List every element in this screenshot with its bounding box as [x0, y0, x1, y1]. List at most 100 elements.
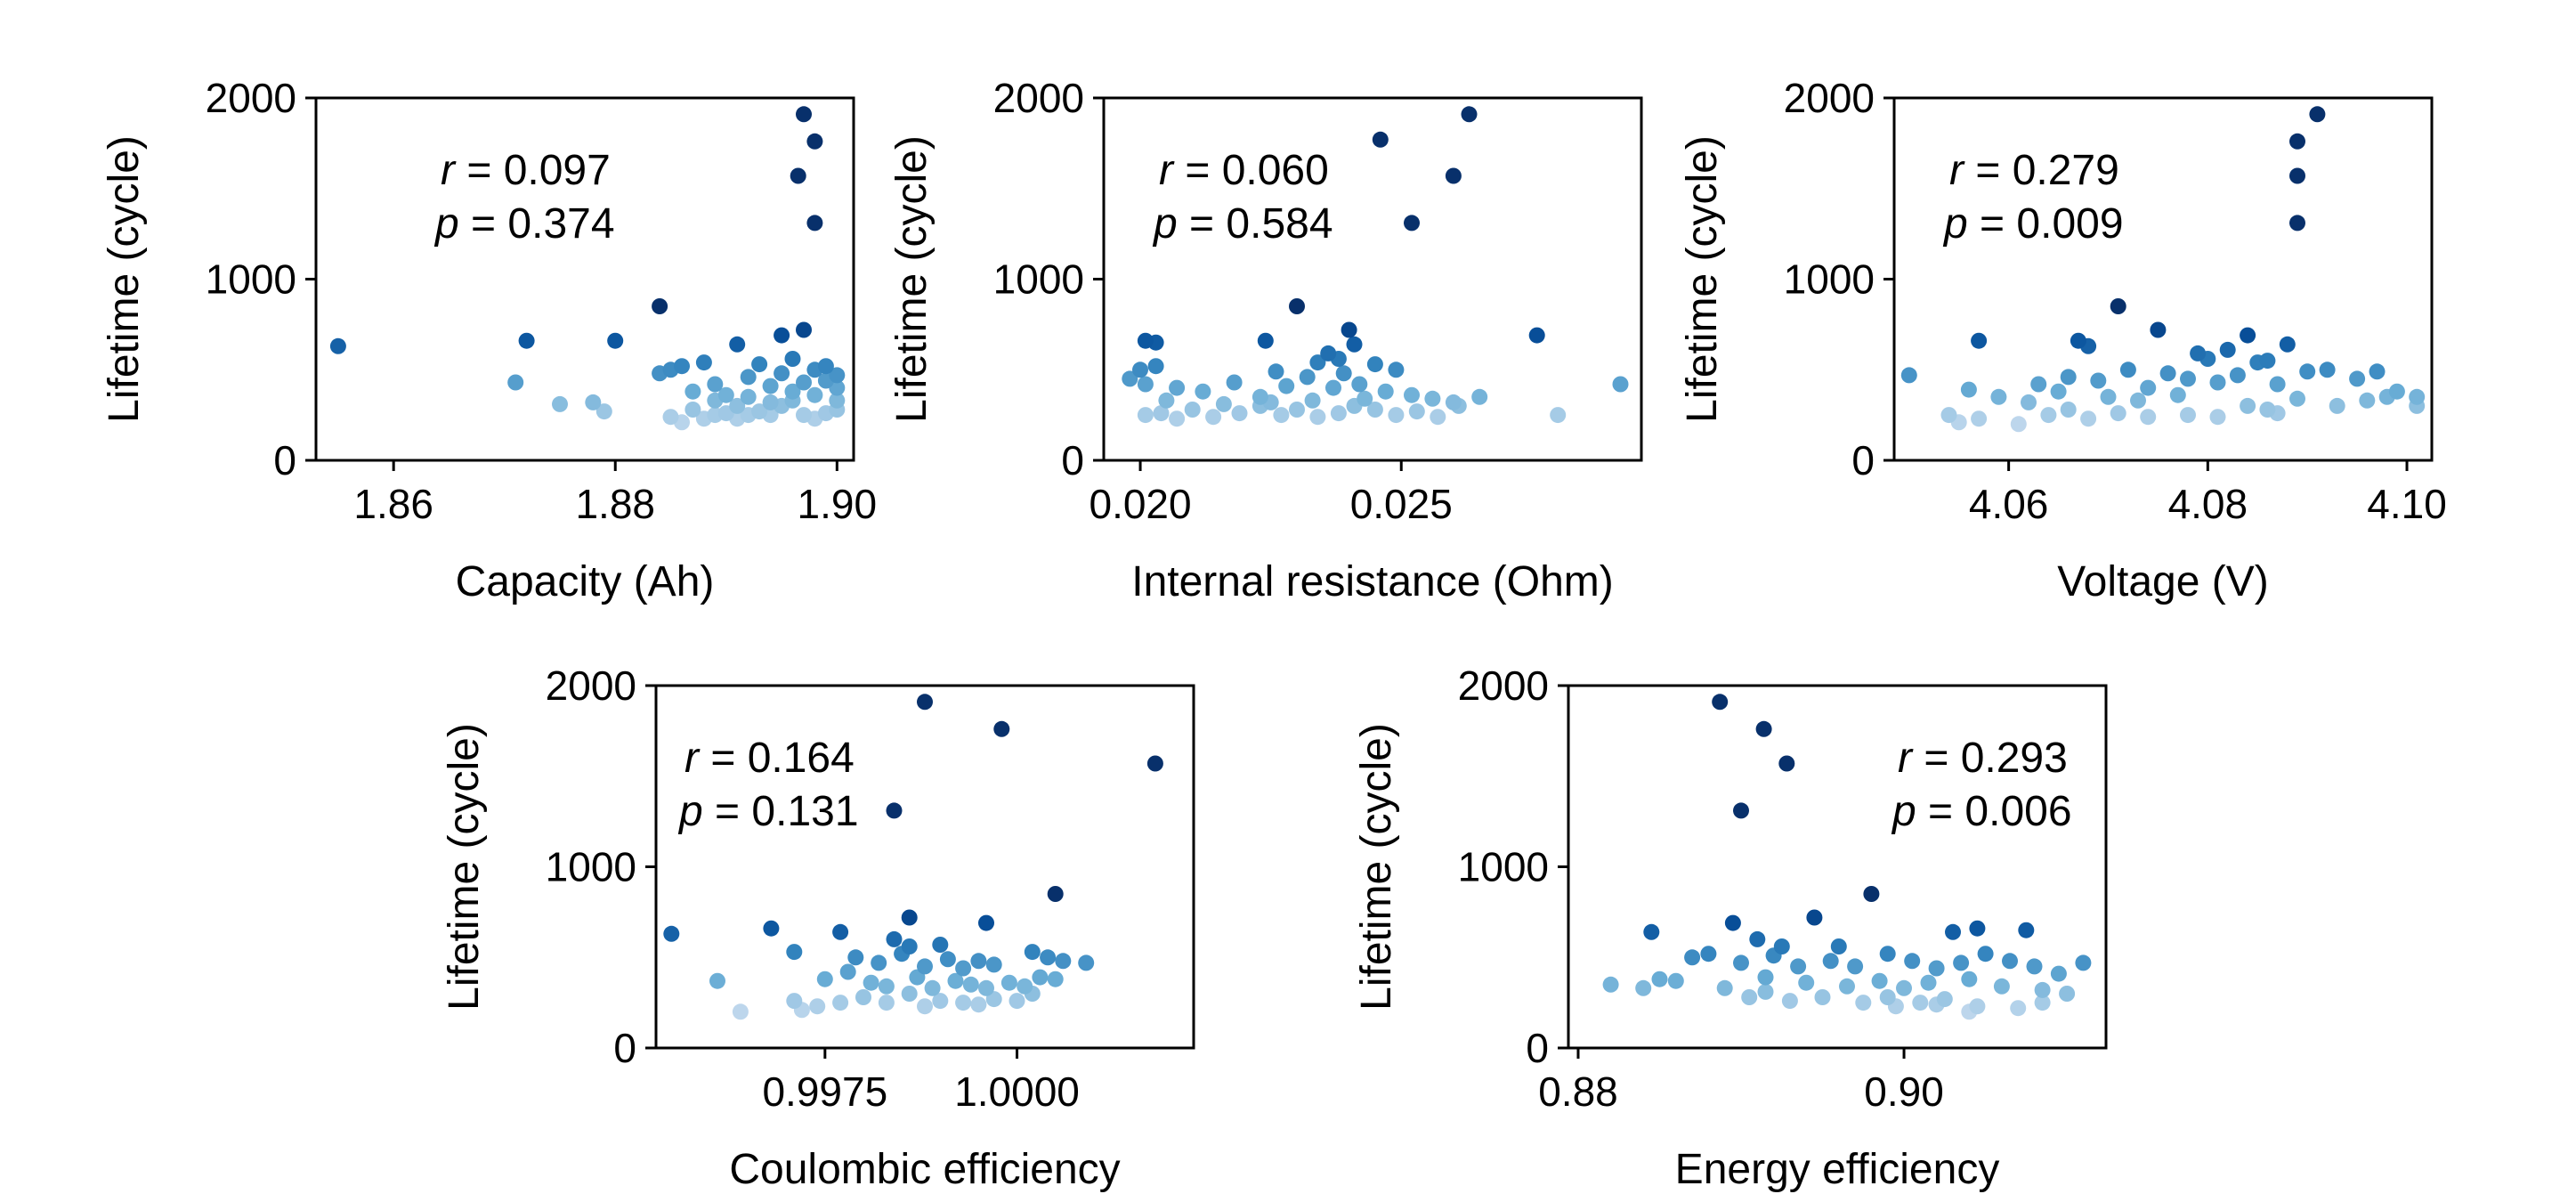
data-point [1017, 978, 1033, 995]
data-point [1879, 946, 1896, 963]
data-point [552, 395, 568, 412]
r-statistic: r = 0.293 [1898, 735, 2068, 782]
y-tick-label: 0 [1526, 1025, 1549, 1071]
data-point [917, 958, 933, 975]
data-point [1424, 390, 1441, 407]
data-point [1879, 989, 1896, 1005]
data-point [2050, 965, 2067, 982]
data-point [707, 376, 724, 393]
data-point [784, 351, 801, 367]
data-point [1366, 402, 1383, 418]
data-point [1912, 995, 1929, 1011]
data-point [2060, 369, 2077, 386]
points-voltage [1900, 106, 2426, 433]
data-point [1320, 345, 1337, 361]
y-tick-label: 1000 [1458, 844, 1549, 890]
data-point [2159, 365, 2176, 382]
x-axis-label: Energy efficiency [1675, 1146, 2000, 1193]
data-point [2075, 954, 2092, 971]
data-point [978, 914, 994, 931]
data-point [871, 954, 887, 971]
data-point [1289, 402, 1305, 418]
data-point [1137, 407, 1154, 424]
data-point [2002, 953, 2018, 970]
data-point [1940, 407, 1957, 424]
data-point [1325, 379, 1341, 396]
y-tick-label: 1000 [993, 256, 1084, 303]
data-point [663, 925, 680, 942]
data-point [1990, 388, 2007, 405]
data-point [762, 394, 779, 410]
data-point [1798, 974, 1815, 991]
data-point [832, 995, 849, 1011]
data-point [1357, 390, 1373, 407]
data-point [2040, 407, 2057, 424]
x-tick-label: 0.020 [1089, 481, 1191, 527]
points-resistance [1122, 106, 1629, 427]
data-point [2289, 215, 2305, 231]
data-point [1839, 978, 1855, 995]
data-point [1351, 376, 1368, 393]
r-statistic: r = 0.097 [441, 147, 611, 194]
data-point [1741, 989, 1758, 1005]
data-point [2150, 321, 2167, 338]
y-tick-label: 2000 [1458, 662, 1549, 709]
x-tick-label: 1.90 [798, 481, 878, 527]
data-point [901, 986, 918, 1002]
p-statistic: p = 0.584 [1152, 200, 1333, 248]
data-point [796, 407, 812, 424]
data-point [1667, 972, 1684, 989]
data-point [1961, 971, 1978, 987]
data-point [1346, 336, 1363, 353]
data-point [1366, 356, 1383, 373]
data-point [751, 356, 768, 373]
y-axis-label: Lifetime (cycle) [1353, 723, 1400, 1011]
data-point [1231, 405, 1248, 422]
data-point [1252, 388, 1268, 405]
data-point [1643, 923, 1660, 940]
data-point [786, 993, 803, 1010]
data-point [829, 367, 846, 384]
data-point [595, 403, 612, 420]
data-point [2140, 379, 2157, 396]
data-point [2190, 345, 2207, 361]
data-point [1733, 954, 1749, 971]
data-point [878, 978, 895, 995]
data-point [2219, 341, 2236, 358]
data-point [2259, 402, 2276, 418]
data-point [1195, 383, 1211, 400]
data-point [978, 979, 994, 996]
data-point [1226, 374, 1243, 391]
data-point [1278, 378, 1295, 394]
y-tick-label: 1000 [1784, 256, 1875, 303]
data-point [1969, 920, 1986, 937]
data-point [1684, 949, 1701, 966]
data-point [1822, 953, 1839, 970]
data-point [2034, 995, 2051, 1011]
data-point [1550, 407, 1567, 424]
data-point [2010, 1000, 2027, 1017]
data-point [962, 976, 979, 993]
x-axis-label: Internal resistance (Ohm) [1131, 558, 1614, 605]
data-point [2279, 336, 2296, 353]
y-tick-label: 1000 [546, 844, 636, 890]
data-point [1009, 993, 1025, 1010]
data-point [1377, 383, 1394, 400]
data-point [1773, 938, 1790, 954]
data-point [917, 694, 933, 711]
data-point [2309, 106, 2326, 123]
data-point [2369, 363, 2386, 380]
data-point [1847, 958, 1864, 975]
data-point [2050, 383, 2067, 400]
data-point [855, 989, 871, 1005]
data-point [939, 951, 956, 968]
y-tick-label: 2000 [546, 662, 636, 709]
data-point [1712, 694, 1729, 711]
data-point [1445, 167, 1462, 184]
data-point [970, 953, 987, 970]
y-tick-label: 0 [1851, 437, 1875, 483]
data-point [1205, 409, 1222, 426]
data-point [1528, 327, 1545, 344]
p-statistic: p = 0.009 [1942, 200, 2124, 248]
data-point [924, 979, 941, 996]
